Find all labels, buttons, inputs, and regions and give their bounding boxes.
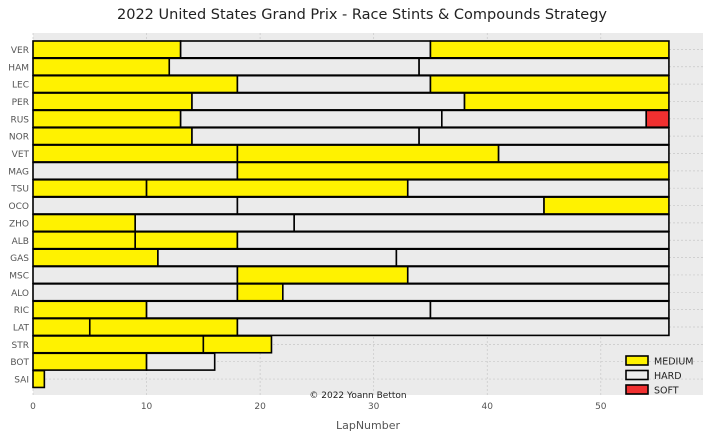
stint-bar-str-2 (202, 335, 273, 354)
stint-bar-alb-3 (236, 231, 670, 250)
x-tick-label: 20 (254, 402, 266, 412)
y-tick-label: BOT (10, 358, 29, 368)
stint-bar-msc-1 (32, 265, 239, 285)
x-axis-label: LapNumber (336, 419, 401, 432)
stint-bar-tsu-1 (32, 179, 148, 198)
stint-bar-zho-3 (293, 213, 670, 233)
y-tick-label: TSU (10, 185, 29, 195)
stint-bar-vet-3 (497, 144, 670, 163)
y-tick-label: RUS (10, 115, 29, 125)
x-tick-label: 40 (482, 402, 494, 412)
stint-bar-bot-1 (32, 352, 148, 371)
x-tick-label: 50 (595, 402, 607, 412)
stint-bar-msc-3 (406, 265, 670, 285)
stint-bar-alo-2 (236, 283, 284, 302)
stint-bar-oco-1 (32, 196, 239, 215)
stint-bar-lat-1 (32, 317, 91, 337)
stint-bar-gas-1 (32, 248, 159, 267)
stint-bar-ver-3 (429, 40, 670, 59)
stint-bar-lec-2 (236, 74, 432, 94)
y-tick-label: ALB (12, 237, 29, 247)
y-tick-label: ALO (11, 289, 29, 299)
y-tick-label: SAI (14, 376, 29, 386)
stint-bar-rus-4 (645, 109, 670, 129)
legend-label-medium: MEDIUM (654, 357, 693, 368)
y-tick-label: ZHO (9, 219, 29, 229)
legend-label-soft: SOFT (654, 386, 679, 397)
stint-bar-ric-1 (32, 300, 148, 319)
y-tick-label: MSC (9, 271, 29, 281)
stint-bar-gas-2 (157, 248, 398, 267)
y-tick-label: PER (12, 98, 29, 108)
stint-bar-per-1 (32, 92, 193, 111)
stint-bar-per-3 (463, 92, 670, 111)
x-tick-labels: 0 10 20 30 40 50 (30, 402, 607, 412)
stint-bar-ver-1 (32, 40, 182, 59)
stint-bar-nor-2 (191, 126, 420, 146)
bars (32, 40, 670, 389)
stint-bar-oco-3 (543, 196, 670, 215)
stint-bar-oco-2 (236, 196, 545, 215)
legend-swatch-hard (625, 369, 649, 381)
stint-bar-tsu-3 (406, 179, 670, 198)
stint-bar-nor-1 (32, 126, 193, 146)
stint-bar-rus-1 (32, 109, 182, 129)
stint-bar-ver-2 (179, 40, 432, 59)
y-tick-label: RIC (14, 306, 29, 316)
stint-bar-vet-2 (236, 144, 500, 163)
stint-bar-zho-2 (134, 213, 295, 233)
stint-bar-per-2 (191, 92, 466, 111)
stint-bar-tsu-2 (145, 179, 409, 198)
y-tick-label: NOR (9, 133, 29, 143)
y-tick-label: HAM (8, 63, 29, 73)
stint-bar-alo-1 (32, 283, 239, 302)
stint-bar-vet-1 (32, 144, 239, 163)
stint-bar-alo-3 (282, 283, 670, 302)
stint-bar-rus-3 (441, 109, 648, 129)
stint-bar-ric-2 (145, 300, 432, 319)
stint-bar-msc-2 (236, 265, 409, 285)
y-tick-label: LEC (12, 81, 29, 91)
y-tick-label: MAG (8, 167, 29, 177)
stint-bar-mag-1 (32, 161, 239, 181)
y-tick-label: LAT (13, 324, 30, 334)
stint-bar-mag-2 (236, 161, 670, 181)
stint-bar-alb-1 (32, 231, 137, 250)
chart-title: 2022 United States Grand Prix - Race Sti… (117, 7, 607, 23)
stint-bar-str-1 (32, 335, 205, 354)
stint-bar-nor-3 (418, 126, 670, 146)
legend-swatch-medium (625, 355, 649, 366)
legend: MEDIUM HARD SOFT (625, 355, 693, 397)
stint-bar-alb-2 (134, 231, 239, 250)
y-tick-labels: VER HAM LEC PER RUS NOR VET MAG TSU OCO ZHO ALB GAS M… (8, 46, 29, 386)
y-tick-label: STR (12, 341, 29, 351)
stint-bar-rus-2 (179, 109, 443, 129)
stint-bar-ham-3 (418, 57, 670, 76)
stint-bar-lec-1 (32, 74, 239, 94)
x-tick-label: 10 (141, 402, 153, 412)
stint-bar-ham-1 (32, 57, 171, 76)
stint-bar-zho-1 (32, 213, 137, 233)
legend-label-hard: HARD (654, 371, 682, 382)
stint-bar-bot-2 (145, 352, 216, 371)
stint-bar-ham-2 (168, 57, 420, 76)
stint-bar-lat-3 (236, 317, 670, 337)
stint-bar-gas-3 (395, 248, 670, 267)
x-tick-label: 0 (30, 402, 36, 412)
y-tick-label: OCO (9, 202, 29, 212)
stint-bar-ric-3 (429, 300, 670, 319)
x-tick-label: 30 (368, 402, 380, 412)
stint-bar-lat-2 (88, 317, 239, 337)
stint-bar-sai-1 (32, 369, 46, 389)
y-tick-label: VET (12, 150, 30, 160)
legend-swatch-soft (625, 384, 649, 395)
y-tick-label: GAS (10, 254, 29, 264)
credit-annotation: © 2022 Yoann Betton (309, 391, 406, 401)
stint-bar-lec-3 (429, 74, 670, 94)
y-tick-label: VER (11, 46, 29, 56)
